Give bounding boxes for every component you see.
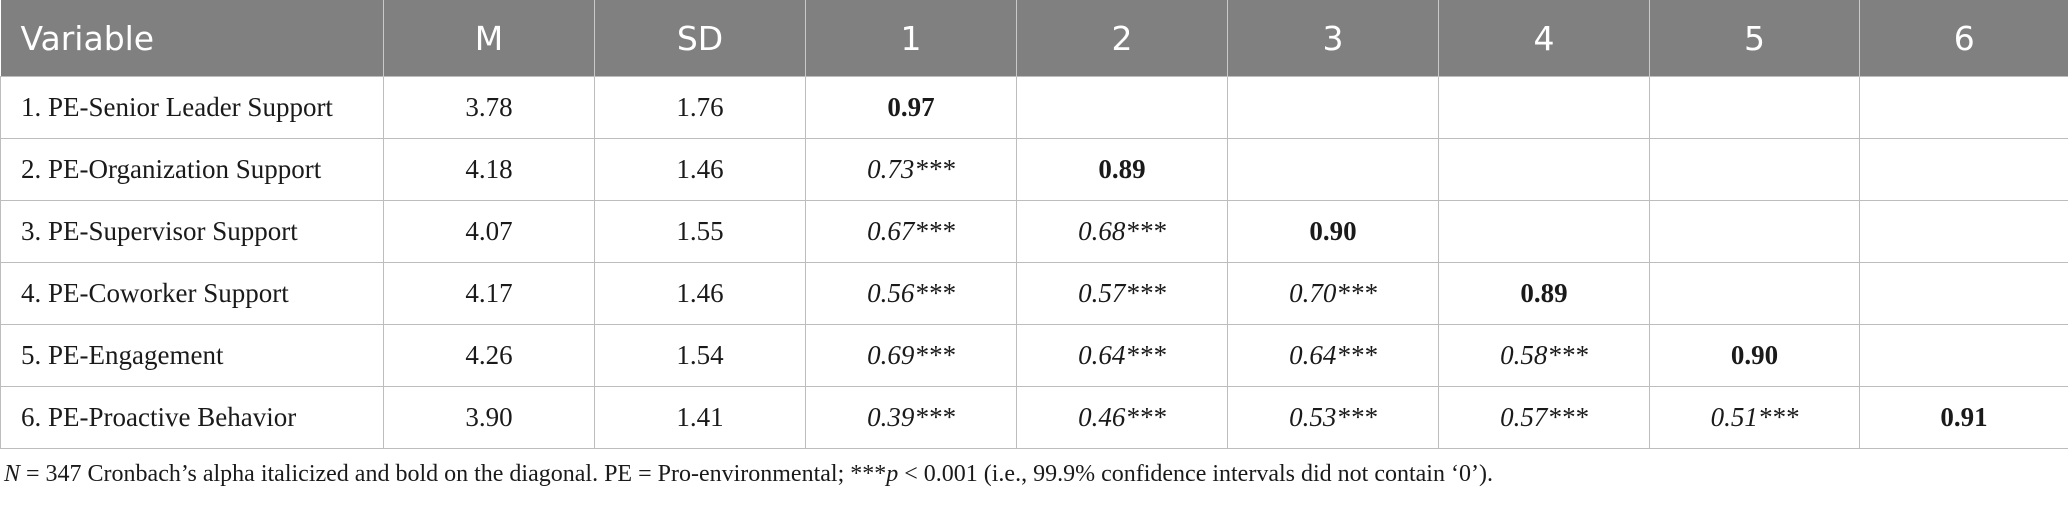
header-variable: Variable bbox=[0, 0, 384, 77]
header-col-4: 4 bbox=[1438, 0, 1650, 77]
correlation-cell: 0.70*** bbox=[1227, 262, 1439, 325]
empty-cell bbox=[1438, 76, 1650, 139]
sd-cell: 1.46 bbox=[594, 138, 806, 201]
mean-cell: 4.07 bbox=[383, 200, 595, 263]
alpha-diagonal-cell: 0.90 bbox=[1227, 200, 1439, 263]
empty-cell bbox=[1438, 138, 1650, 201]
variable-cell: 3. PE-Supervisor Support bbox=[0, 200, 384, 263]
variable-cell: 6. PE-Proactive Behavior bbox=[0, 386, 384, 449]
table-row: 2. PE-Organization Support 4.18 1.46 0.7… bbox=[0, 138, 2068, 201]
alpha-diagonal-cell: 0.90 bbox=[1649, 324, 1860, 387]
sd-cell: 1.54 bbox=[594, 324, 806, 387]
empty-cell bbox=[1016, 76, 1228, 139]
header-col-6: 6 bbox=[1859, 0, 2068, 77]
variable-cell: 5. PE-Engagement bbox=[0, 324, 384, 387]
footnote-p-symbol: p bbox=[886, 461, 899, 487]
sd-cell: 1.55 bbox=[594, 200, 806, 263]
correlation-cell: 0.57*** bbox=[1438, 386, 1650, 449]
correlation-cell: 0.58*** bbox=[1438, 324, 1650, 387]
variable-cell: 2. PE-Organization Support bbox=[0, 138, 384, 201]
correlation-table-container: Variable M SD 1 2 3 4 5 6 1. PE-Senior L… bbox=[0, 0, 2068, 449]
empty-cell bbox=[1649, 76, 1860, 139]
table-row: 1. PE-Senior Leader Support 3.78 1.76 0.… bbox=[0, 76, 2068, 139]
empty-cell bbox=[1649, 262, 1860, 325]
table-row: 6. PE-Proactive Behavior 3.90 1.41 0.39*… bbox=[0, 386, 2068, 449]
header-row: Variable M SD 1 2 3 4 5 6 bbox=[0, 0, 2068, 77]
correlation-cell: 0.56*** bbox=[805, 262, 1017, 325]
empty-cell bbox=[1227, 138, 1439, 201]
empty-cell bbox=[1859, 262, 2068, 325]
empty-cell bbox=[1227, 76, 1439, 139]
footnote-n-symbol: N bbox=[4, 461, 21, 487]
empty-cell bbox=[1859, 200, 2068, 263]
correlation-cell: 0.57*** bbox=[1016, 262, 1228, 325]
correlation-cell: 0.73*** bbox=[805, 138, 1017, 201]
header-sd: SD bbox=[594, 0, 806, 77]
variable-cell: 4. PE-Coworker Support bbox=[0, 262, 384, 325]
correlation-cell: 0.64*** bbox=[1016, 324, 1228, 387]
mean-cell: 4.18 bbox=[383, 138, 595, 201]
empty-cell bbox=[1859, 138, 2068, 201]
table-header: Variable M SD 1 2 3 4 5 6 bbox=[0, 0, 2068, 77]
correlation-cell: 0.67*** bbox=[805, 200, 1017, 263]
header-col-3: 3 bbox=[1227, 0, 1439, 77]
table-row: 3. PE-Supervisor Support 4.07 1.55 0.67*… bbox=[0, 200, 2068, 263]
alpha-diagonal-cell: 0.89 bbox=[1016, 138, 1228, 201]
mean-cell: 4.17 bbox=[383, 262, 595, 325]
alpha-diagonal-cell: 0.97 bbox=[805, 76, 1017, 139]
empty-cell bbox=[1438, 200, 1650, 263]
header-col-1: 1 bbox=[805, 0, 1017, 77]
alpha-diagonal-cell: 0.91 bbox=[1859, 386, 2068, 449]
sd-cell: 1.46 bbox=[594, 262, 806, 325]
correlation-cell: 0.53*** bbox=[1227, 386, 1439, 449]
variable-cell: 1. PE-Senior Leader Support bbox=[0, 76, 384, 139]
mean-cell: 3.78 bbox=[383, 76, 595, 139]
header-col-5: 5 bbox=[1649, 0, 1860, 77]
footnote-text-part1: = 347 Cronbach’s alpha italicized and bo… bbox=[20, 461, 887, 487]
sd-cell: 1.41 bbox=[594, 386, 806, 449]
empty-cell bbox=[1859, 324, 2068, 387]
correlation-cell: 0.46*** bbox=[1016, 386, 1228, 449]
table-row: 4. PE-Coworker Support 4.17 1.46 0.56***… bbox=[0, 262, 2068, 325]
correlation-table: Variable M SD 1 2 3 4 5 6 1. PE-Senior L… bbox=[0, 0, 2068, 449]
table-row: 5. PE-Engagement 4.26 1.54 0.69*** 0.64*… bbox=[0, 324, 2068, 387]
correlation-cell: 0.39*** bbox=[805, 386, 1017, 449]
empty-cell bbox=[1859, 76, 2068, 139]
sd-cell: 1.76 bbox=[594, 76, 806, 139]
table-body: 1. PE-Senior Leader Support 3.78 1.76 0.… bbox=[0, 76, 2068, 449]
empty-cell bbox=[1649, 138, 1860, 201]
empty-cell bbox=[1649, 200, 1860, 263]
alpha-diagonal-cell: 0.89 bbox=[1438, 262, 1650, 325]
header-m: M bbox=[383, 0, 595, 77]
mean-cell: 4.26 bbox=[383, 324, 595, 387]
mean-cell: 3.90 bbox=[383, 386, 595, 449]
table-footnote: N = 347 Cronbach’s alpha italicized and … bbox=[4, 461, 1493, 488]
correlation-cell: 0.69*** bbox=[805, 324, 1017, 387]
correlation-cell: 0.51*** bbox=[1649, 386, 1860, 449]
correlation-cell: 0.68*** bbox=[1016, 200, 1228, 263]
correlation-cell: 0.64*** bbox=[1227, 324, 1439, 387]
footnote-text-part2: < 0.001 (i.e., 99.9% confidence interval… bbox=[898, 461, 1493, 487]
header-col-2: 2 bbox=[1016, 0, 1228, 77]
